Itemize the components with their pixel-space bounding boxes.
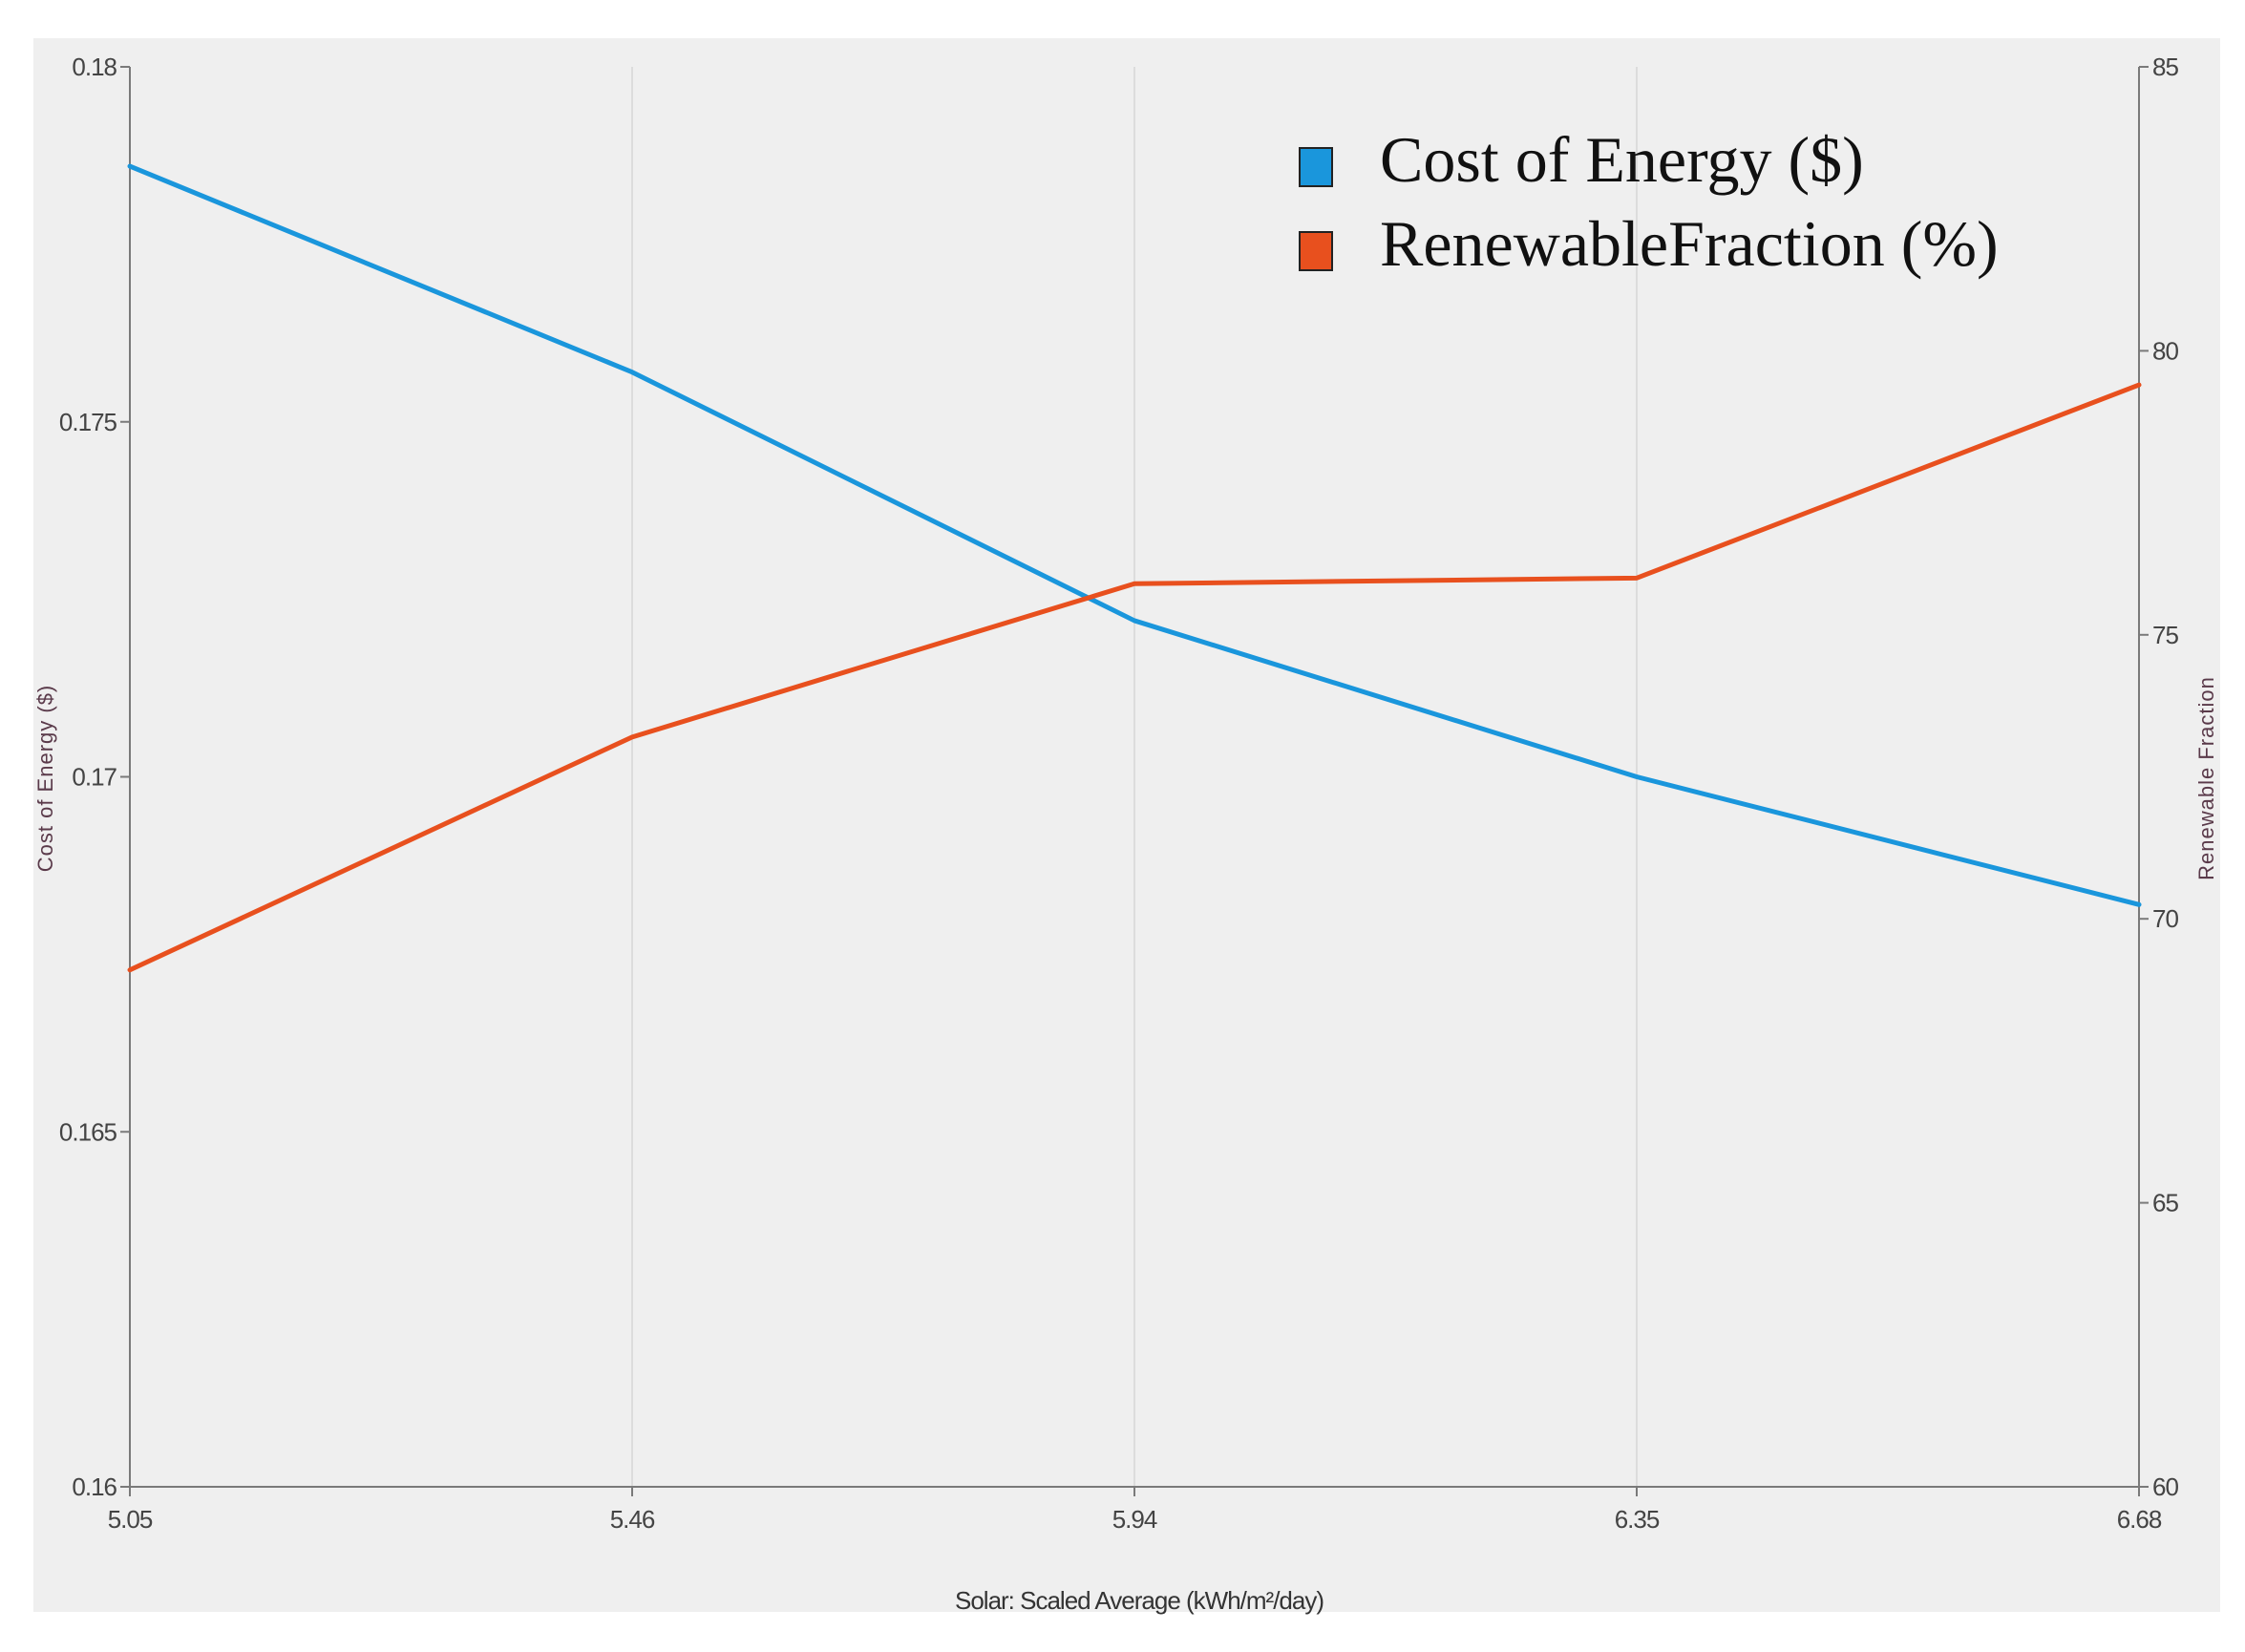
chart-background bbox=[33, 38, 2220, 1612]
left-y-tick-label: 0.18 bbox=[72, 53, 116, 81]
legend-label-renewable: RenewableFraction (%) bbox=[1380, 207, 1999, 280]
series-line-renewable-fraction bbox=[127, 382, 2142, 973]
series-line-cost-of-energy bbox=[127, 163, 2142, 907]
left-y-tick-label: 0.17 bbox=[72, 763, 116, 792]
axis-ticks: 5.05 5.46 5.94 6.35 6.68 0.16 0.165 0.17 0.175 0.… bbox=[59, 53, 2180, 1534]
right-y-tick-label: 65 bbox=[2152, 1189, 2178, 1218]
x-tick-label: 5.05 bbox=[108, 1505, 153, 1534]
x-tick-label: 5.46 bbox=[610, 1505, 655, 1534]
left-y-tick-label: 0.175 bbox=[59, 408, 117, 436]
right-axis-title: Renewable Fraction bbox=[2194, 676, 2218, 880]
right-y-tick-label: 80 bbox=[2152, 336, 2178, 365]
grid-lines bbox=[631, 67, 1638, 1487]
x-tick-label: 6.35 bbox=[1615, 1505, 1660, 1534]
legend-swatch-renewable bbox=[1299, 231, 1333, 271]
legend-label-cost: Cost of Energy ($) bbox=[1380, 123, 1864, 196]
left-axis-title: Cost of Energy ($) bbox=[33, 685, 57, 873]
left-y-tick-label: 0.16 bbox=[72, 1472, 116, 1501]
right-y-tick-label: 70 bbox=[2152, 904, 2178, 933]
legend: Cost of Energy ($) RenewableFraction (%) bbox=[1299, 123, 1999, 280]
series-lines bbox=[127, 163, 2142, 973]
right-y-tick-label: 60 bbox=[2152, 1472, 2178, 1501]
x-tick-label: 5.94 bbox=[1112, 1505, 1157, 1534]
x-axis-title: Solar: Scaled Average (kWh/m²/day) bbox=[955, 1586, 1324, 1615]
left-y-tick-label: 0.165 bbox=[59, 1117, 117, 1146]
legend-swatch-cost bbox=[1299, 147, 1333, 187]
right-y-tick-label: 75 bbox=[2152, 621, 2178, 649]
right-y-tick-label: 85 bbox=[2152, 53, 2178, 81]
x-tick-label: 6.68 bbox=[2117, 1505, 2162, 1534]
